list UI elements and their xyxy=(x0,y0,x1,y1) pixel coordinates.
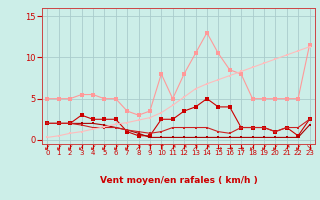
Text: ↙: ↙ xyxy=(101,143,108,152)
Text: ↙: ↙ xyxy=(44,143,51,152)
Text: ↗: ↗ xyxy=(135,143,142,152)
Text: ↑: ↑ xyxy=(147,143,153,152)
Text: ↙: ↙ xyxy=(295,143,301,152)
X-axis label: Vent moyen/en rafales ( km/h ): Vent moyen/en rafales ( km/h ) xyxy=(100,176,257,185)
Text: ↗: ↗ xyxy=(284,143,290,152)
Text: ↙: ↙ xyxy=(90,143,96,152)
Text: ↘: ↘ xyxy=(306,143,313,152)
Text: ↙: ↙ xyxy=(67,143,73,152)
Text: ↗: ↗ xyxy=(192,143,199,152)
Text: ↗: ↗ xyxy=(204,143,210,152)
Text: ↗: ↗ xyxy=(181,143,187,152)
Text: ↙: ↙ xyxy=(261,143,267,152)
Text: ↙: ↙ xyxy=(124,143,130,152)
Text: ↙: ↙ xyxy=(113,143,119,152)
Text: ↙: ↙ xyxy=(78,143,85,152)
Text: ↗: ↗ xyxy=(170,143,176,152)
Text: →: → xyxy=(227,143,233,152)
Text: ↑: ↑ xyxy=(158,143,164,152)
Text: ↙: ↙ xyxy=(55,143,62,152)
Text: ↙: ↙ xyxy=(272,143,278,152)
Text: →: → xyxy=(215,143,221,152)
Text: ↙: ↙ xyxy=(249,143,256,152)
Text: →: → xyxy=(238,143,244,152)
